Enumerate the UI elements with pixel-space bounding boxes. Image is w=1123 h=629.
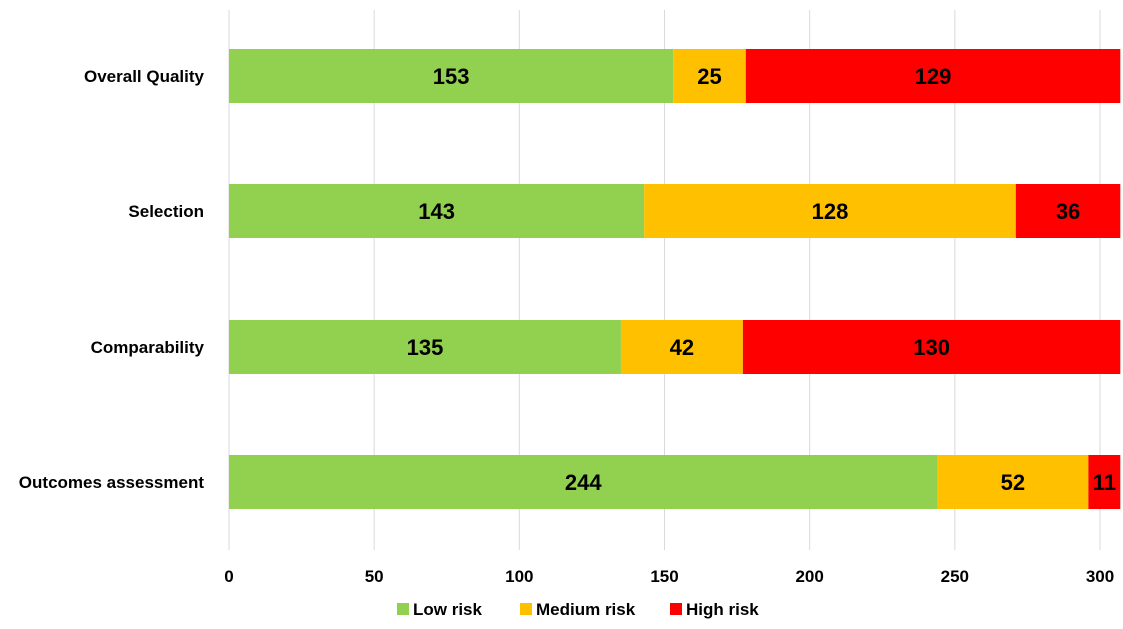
- x-tick-label: 250: [941, 567, 969, 586]
- bar-segment-low-risk: [229, 455, 938, 509]
- x-tick-label: 50: [365, 567, 384, 586]
- data-label: 25: [697, 64, 721, 89]
- bar-segment-medium-risk: [644, 184, 1016, 238]
- data-label: 36: [1056, 199, 1080, 224]
- category-label: Overall Quality: [84, 67, 205, 86]
- x-axis-tick-labels: 0 50 100 150 200 250 300: [224, 567, 1114, 586]
- bar-segment-high-risk: [1088, 455, 1121, 509]
- data-label: 143: [418, 199, 455, 224]
- data-label: 11: [1093, 470, 1116, 495]
- legend: Low risk Medium risk High risk: [397, 600, 759, 619]
- bar-segment-medium-risk: [673, 49, 746, 103]
- category-label: Selection: [128, 202, 204, 221]
- legend-label: Medium risk: [536, 600, 636, 619]
- data-label: 244: [565, 470, 602, 495]
- category-labels: Overall Quality Selection Comparability Out…: [19, 67, 205, 492]
- bar-segment-low-risk: [229, 49, 674, 103]
- bar-segment-low-risk: [229, 184, 645, 238]
- bar-segment-high-risk: [745, 49, 1121, 103]
- bar-segment-medium-risk: [620, 320, 743, 374]
- legend-swatch: [670, 603, 682, 615]
- data-label: 128: [812, 199, 849, 224]
- category-label: Comparability: [91, 338, 205, 357]
- bar-segment-high-risk: [742, 320, 1121, 374]
- data-label: 153: [433, 64, 470, 89]
- legend-label: Low risk: [413, 600, 483, 619]
- data-label: 52: [1001, 470, 1025, 495]
- bar-segment-medium-risk: [937, 455, 1089, 509]
- data-label: 135: [407, 335, 444, 360]
- bar-segment-high-risk: [1015, 184, 1121, 238]
- legend-swatch: [397, 603, 409, 615]
- legend-swatch: [520, 603, 532, 615]
- x-tick-label: 0: [224, 567, 233, 586]
- category-label: Outcomes assessment: [19, 473, 205, 492]
- data-label: 129: [915, 64, 952, 89]
- x-tick-label: 150: [650, 567, 678, 586]
- legend-label: High risk: [686, 600, 759, 619]
- data-label: 130: [913, 335, 950, 360]
- bars: 153 25 129 143 128 36 135 42 130 244 52 11: [229, 49, 1121, 509]
- data-label: 42: [670, 335, 694, 360]
- x-tick-label: 200: [795, 567, 823, 586]
- x-tick-label: 300: [1086, 567, 1114, 586]
- bar-segment-low-risk: [229, 320, 621, 374]
- x-tick-label: 100: [505, 567, 533, 586]
